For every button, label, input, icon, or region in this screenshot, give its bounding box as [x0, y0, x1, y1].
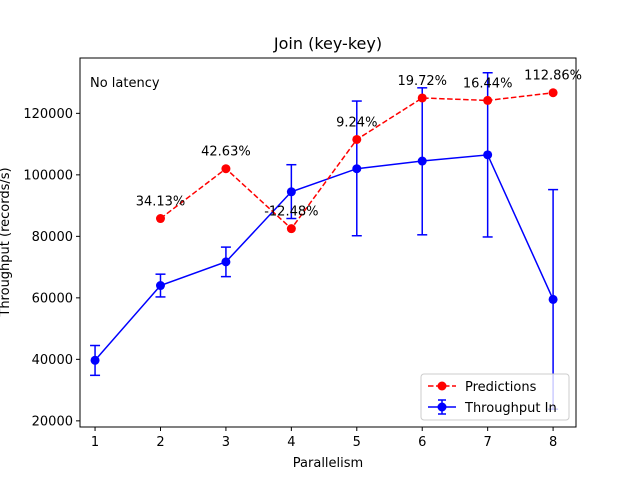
prediction-label: 19.72% — [397, 74, 447, 89]
x-tick-label: 4 — [287, 435, 295, 450]
throughput-point — [352, 164, 362, 174]
prediction-point — [548, 88, 558, 98]
y-tick-label: 80000 — [32, 230, 73, 245]
x-tick-label: 5 — [353, 435, 361, 450]
plot-area: 34.13% 42.63% -12.48% 9.24% 19.72% 16.44% 112.… — [90, 69, 582, 410]
legend-predictions-marker — [437, 381, 447, 391]
prediction-point — [483, 95, 493, 105]
throughput-point — [483, 150, 493, 160]
prediction-point — [155, 214, 165, 224]
y-tick-label: 60000 — [32, 291, 73, 306]
prediction-label: -12.48% — [264, 205, 318, 220]
x-tick-label: 3 — [222, 435, 230, 450]
prediction-label: 34.13% — [136, 195, 186, 210]
legend-throughput-marker — [437, 402, 447, 412]
x-tick-label: 2 — [156, 435, 164, 450]
y-tick-label: 40000 — [32, 353, 73, 368]
prediction-point — [417, 93, 427, 103]
x-tick-label: 8 — [549, 435, 557, 450]
no-latency-annotation: No latency — [90, 76, 160, 91]
throughput-line — [94, 154, 554, 361]
prediction-label: 42.63% — [201, 145, 251, 160]
prediction-label: 112.86% — [524, 69, 582, 84]
x-tick-label: 6 — [418, 435, 426, 450]
legend-predictions-label: Predictions — [465, 380, 537, 395]
y-tick-label: 20000 — [32, 414, 73, 429]
throughput-point — [286, 187, 296, 197]
x-axis-label: Parallelism — [293, 456, 363, 471]
throughput-point — [548, 294, 558, 304]
prediction-point — [221, 164, 231, 174]
legend: Predictions Throughput In — [420, 373, 570, 421]
prediction-point — [286, 224, 296, 234]
y-axis-label: Throughput (records/s) — [0, 167, 13, 317]
axes: 1 2 3 4 5 6 7 8 20000 40000 60000 80000 100000 120000 — [23, 107, 557, 450]
y-tick-label: 120000 — [23, 107, 73, 122]
prediction-point — [352, 134, 362, 144]
throughput-point — [417, 156, 427, 166]
prediction-label: 9.24% — [336, 115, 377, 130]
legend-throughput-label: Throughput In — [464, 401, 557, 416]
y-tick-label: 100000 — [23, 168, 73, 183]
chart-title: Join (key-key) — [273, 34, 382, 53]
throughput-point — [90, 355, 100, 365]
x-tick-label: 7 — [484, 435, 492, 450]
throughput-point — [155, 281, 165, 291]
x-tick-label: 1 — [91, 435, 99, 450]
legend-box — [420, 373, 570, 421]
throughput-point — [221, 257, 231, 267]
plot-frame — [79, 57, 577, 428]
prediction-label: 16.44% — [463, 76, 513, 91]
